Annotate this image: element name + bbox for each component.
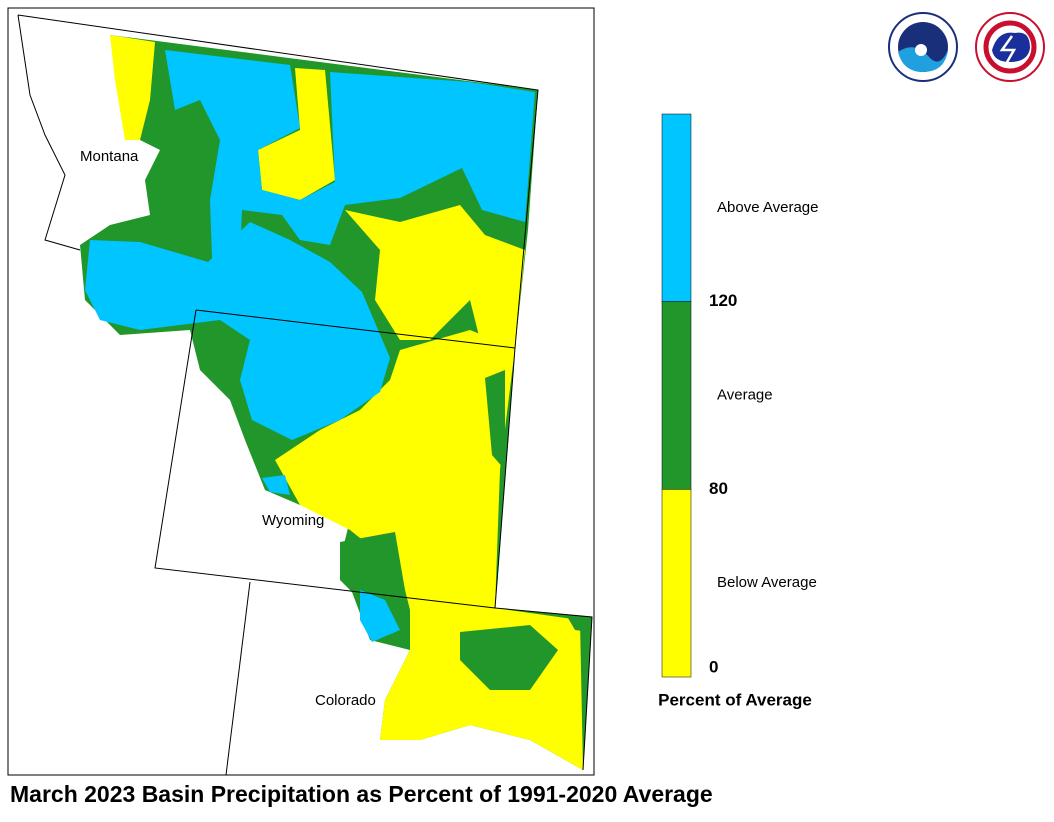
below-region xyxy=(258,68,335,200)
legend-title: Percent of Average xyxy=(658,690,812,709)
border xyxy=(17,14,81,251)
below-region xyxy=(345,205,525,348)
state-label: Colorado xyxy=(315,692,376,709)
state-label: Montana xyxy=(80,148,139,165)
legend: Above Average Average Below Average 120 80 0 xyxy=(661,113,818,678)
border xyxy=(225,581,251,776)
above-region xyxy=(262,475,290,495)
average-region xyxy=(340,532,410,640)
legend-swatch xyxy=(661,301,692,490)
border xyxy=(494,607,593,771)
state-label: Wyoming xyxy=(262,512,324,529)
above-region xyxy=(360,590,400,642)
legend-label: Above Average xyxy=(717,199,818,216)
border xyxy=(195,309,516,349)
border xyxy=(17,14,539,609)
legend-tick-label: 80 xyxy=(709,479,728,498)
basin-regions xyxy=(80,35,592,770)
average-region xyxy=(568,617,592,632)
legend-tick-label: 0 xyxy=(709,657,718,676)
border xyxy=(154,309,496,609)
legend-label: Average xyxy=(717,386,773,403)
nws-logo xyxy=(975,12,1045,82)
legend-tick-label: 120 xyxy=(709,291,737,310)
average-region xyxy=(460,625,558,690)
state-borders xyxy=(17,14,593,776)
legend-label: Below Average xyxy=(717,574,817,591)
map-title: March 2023 Basin Precipitation as Percen… xyxy=(10,781,713,807)
noaa-logo xyxy=(888,12,958,82)
above-region xyxy=(165,50,535,258)
below-region xyxy=(110,35,155,140)
above-region xyxy=(85,222,390,440)
legend-swatch xyxy=(661,489,692,678)
average-region xyxy=(485,370,505,470)
legend-swatch xyxy=(661,113,692,302)
